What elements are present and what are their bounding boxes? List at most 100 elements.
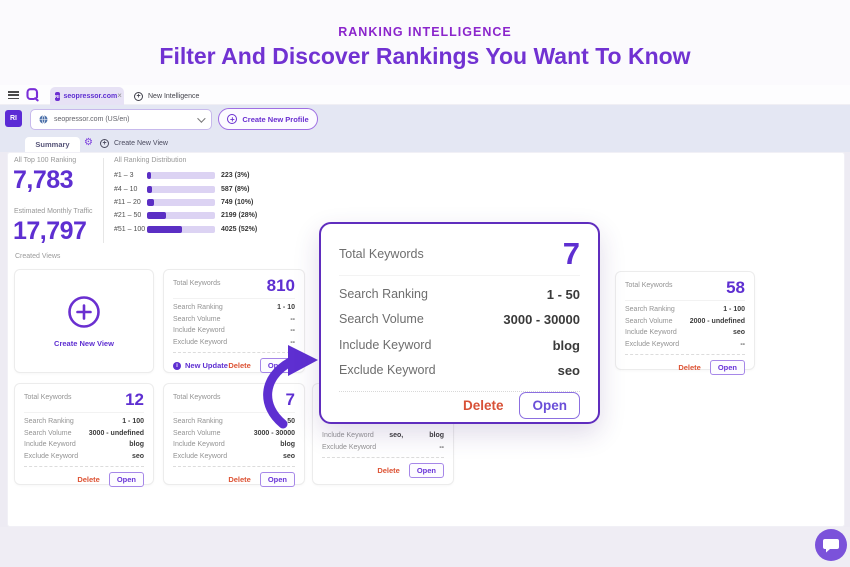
include-value: -- (290, 327, 295, 335)
browser-tab-active[interactable]: RI seopressor.com × (50, 87, 124, 105)
ranking-label: Search Ranking (24, 417, 74, 425)
include-value: blog (280, 441, 295, 449)
open-button[interactable]: Open (259, 472, 295, 488)
total-keywords-label: Total Keywords (339, 247, 424, 261)
distribution-value: 749 (10%) (221, 198, 254, 206)
distribution-bar-fill (147, 225, 182, 233)
include-label: Include Keyword (24, 441, 76, 449)
exclude-value: -- (290, 339, 295, 347)
distribution-value: 587 (8%) (221, 185, 250, 193)
plus-circle-icon: + (227, 114, 238, 124)
create-new-view-card[interactable]: Create New View (14, 269, 154, 373)
close-icon[interactable]: × (117, 91, 122, 100)
hamburger-menu-icon[interactable] (8, 91, 19, 100)
distribution-range-label: #21 – 50 (114, 212, 142, 220)
page-title: Filter And Discover Rankings You Want To… (159, 43, 691, 69)
exclude-value: seo (282, 453, 295, 461)
delete-button[interactable]: Delete (678, 363, 701, 373)
tab-create-new-view[interactable]: + Create New View (100, 139, 168, 148)
include-value: seo (732, 329, 745, 337)
open-button[interactable]: Open (519, 392, 580, 419)
open-button[interactable]: Open (108, 472, 144, 488)
include-label: Include Keyword (322, 432, 374, 440)
distribution-bar-track (147, 212, 215, 220)
exclude-label: Exclude Keyword (24, 453, 79, 461)
distribution-bar-fill (147, 172, 151, 180)
created-views-label: Created Views (15, 253, 61, 260)
include-label: Include Keyword (339, 337, 432, 352)
card-header: Total Keywords 58 (625, 279, 745, 301)
distribution-value: 223 (3%) (221, 172, 250, 180)
exclude-label: Exclude Keyword (339, 363, 436, 377)
chevron-down-icon (197, 113, 206, 123)
browser-tabbar: RI seopressor.com × + New Intelligence (0, 85, 850, 105)
include-label: Include Keyword (173, 441, 225, 449)
top-ranking-value: 7,783 (13, 166, 74, 194)
volume-label: Search Volume (625, 317, 673, 325)
app-logo-icon[interactable] (26, 88, 39, 107)
card-divider (625, 354, 745, 356)
create-new-profile-button[interactable]: + Create New Profile (218, 108, 318, 130)
traffic-label: Estimated Monthly Traffic (14, 208, 93, 215)
card-divider (173, 466, 295, 468)
card-header: Total Keywords 7 (173, 391, 295, 413)
view-card-58: Total Keywords 58 Search Ranking 1 - 100 … (615, 271, 755, 376)
chat-widget-button[interactable] (815, 529, 847, 561)
total-keywords-value: 58 (726, 278, 745, 297)
card-header: Total Keywords 810 (173, 277, 295, 299)
delete-button[interactable]: Delete (228, 361, 251, 371)
delete-button[interactable]: Delete (77, 475, 100, 485)
volume-value: 3000 - undefined (88, 429, 144, 437)
total-keywords-label: Total Keywords (173, 394, 221, 401)
volume-value: 3000 - 30000 (503, 312, 580, 327)
domain-select[interactable]: seopressor.com (US/en) (30, 109, 212, 130)
info-icon: i (173, 361, 181, 370)
tab-create-new-view-label: Create New View (114, 140, 168, 147)
open-button[interactable]: Open (709, 360, 745, 376)
exclude-value: -- (439, 444, 444, 451)
ranking-label: Search Ranking (625, 305, 675, 313)
distribution-row: #21 – 50 2199 (28%) (114, 209, 404, 222)
total-keywords-label: Total Keywords (173, 280, 221, 287)
distribution-range-label: #4 – 10 (114, 185, 138, 193)
create-new-view-card-label: Create New View (54, 339, 114, 348)
ranking-label: Search Ranking (173, 303, 223, 311)
exclude-label: Exclude Keyword (322, 444, 377, 451)
popup-divider (339, 391, 580, 392)
volume-value: -- (290, 315, 295, 323)
browser-tab-label: seopressor.com (63, 92, 118, 100)
include-value: blog (552, 337, 580, 353)
tab-summary[interactable]: Summary (25, 137, 80, 152)
create-new-profile-label: Create New Profile (242, 114, 309, 124)
include-label: Include Keyword (173, 327, 225, 335)
distribution-range-label: #1 – 3 (114, 172, 134, 180)
distribution-row: #4 – 10 587 (8%) (114, 182, 404, 195)
view-card-7: Total Keywords 7 Search Ranking 1 - 50 Se… (163, 383, 305, 488)
new-update-link[interactable]: i New Update (173, 361, 228, 370)
delete-button[interactable]: Delete (228, 475, 251, 485)
total-keywords-value: 12 (125, 390, 144, 409)
product-badge-ri: RI (5, 110, 22, 127)
tab-favicon-ri: RI (55, 91, 60, 101)
distribution-row: #11 – 20 749 (10%) (114, 196, 404, 209)
card-header: Total Keywords 12 (24, 391, 144, 413)
card-divider (24, 466, 144, 468)
delete-button[interactable]: Delete (462, 398, 504, 413)
view-card-12: Total Keywords 12 Search Ranking 1 - 100 … (14, 383, 154, 488)
volume-label: Search Volume (24, 429, 72, 437)
distribution-bar-fill (147, 185, 152, 193)
delete-button[interactable]: Delete (377, 466, 400, 475)
ranking-label: Search Ranking (339, 286, 428, 301)
volume-value: 2000 - undefined (689, 317, 745, 325)
stats-divider (103, 158, 104, 243)
total-keywords-label: Total Keywords (24, 394, 72, 401)
browser-tab-new-intelligence[interactable]: + New Intelligence (128, 87, 205, 105)
gear-icon[interactable]: ⚙ (84, 137, 93, 148)
distribution-label: All Ranking Distribution (114, 157, 187, 164)
distribution-row: #1 – 3 223 (3%) (114, 169, 404, 182)
open-button[interactable]: Open (408, 463, 444, 478)
top-ranking-label: All Top 100 Ranking (14, 157, 77, 164)
total-keywords-value: 7 (285, 390, 295, 409)
card-divider (322, 457, 444, 458)
ranking-value: 1 - 50 (546, 286, 580, 302)
